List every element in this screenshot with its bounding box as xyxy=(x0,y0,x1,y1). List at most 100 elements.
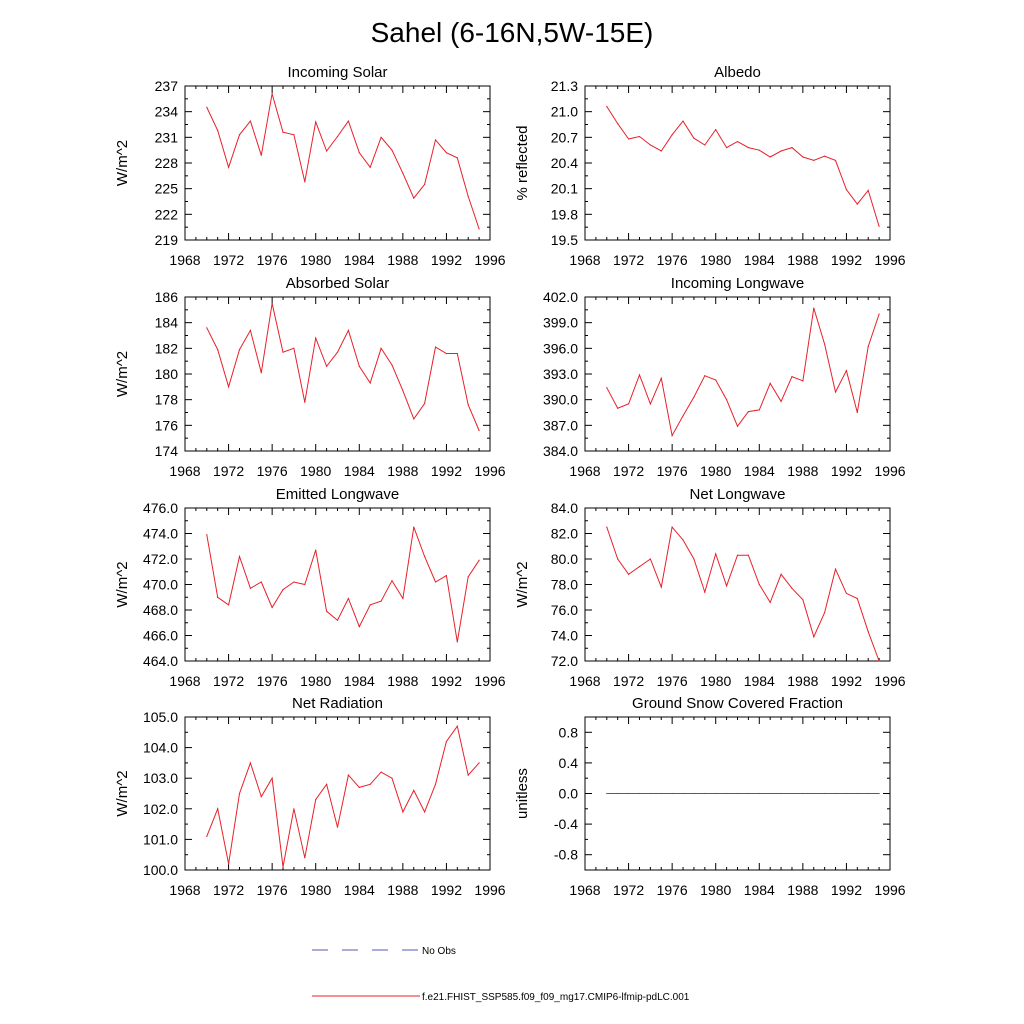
data-point xyxy=(671,134,673,136)
data-point xyxy=(617,407,619,409)
series-line xyxy=(606,307,880,438)
y-tick-label: 474.0 xyxy=(143,526,178,542)
x-tick-label: 1984 xyxy=(344,673,375,689)
data-point xyxy=(726,399,728,401)
data-point xyxy=(478,559,480,561)
data-point xyxy=(347,120,349,122)
data-point xyxy=(369,382,371,384)
data-point xyxy=(682,415,684,417)
y-tick-label: -0.8 xyxy=(554,847,578,863)
x-tick-label: 1968 xyxy=(169,673,200,689)
data-point xyxy=(413,526,415,528)
data-point xyxy=(856,597,858,600)
data-point xyxy=(715,553,717,555)
y-tick-label: 186 xyxy=(155,289,179,305)
panel-title: Ground Snow Covered Fraction xyxy=(632,695,843,712)
data-point xyxy=(769,382,771,385)
x-tick-label: 1980 xyxy=(700,252,731,268)
y-tick-label: 472.0 xyxy=(143,551,178,567)
data-point xyxy=(813,307,815,309)
y-tick-label: 176 xyxy=(155,417,179,433)
data-point xyxy=(878,660,880,662)
data-point xyxy=(402,597,404,600)
data-point xyxy=(282,131,284,133)
y-tick-label: 104.0 xyxy=(143,740,178,756)
data-point xyxy=(413,418,415,420)
x-tick-label: 1976 xyxy=(657,673,688,689)
y-tick-label: 174 xyxy=(155,443,179,459)
data-point xyxy=(660,150,662,152)
data-point xyxy=(736,554,739,556)
data-point xyxy=(878,313,880,315)
data-point xyxy=(627,403,630,405)
x-tick-label: 1976 xyxy=(657,463,688,479)
data-point xyxy=(736,792,739,795)
data-point xyxy=(271,302,273,305)
data-point xyxy=(845,592,848,595)
data-point xyxy=(336,135,339,138)
data-point xyxy=(878,792,880,795)
chart-panel-4: Incoming Longwave 1968 1972 1976 1980 1984 198… xyxy=(543,275,906,479)
legend: No Obs f.e21.FHIST_SSP585.f09_f09_mg17.C… xyxy=(312,946,690,1003)
data-point xyxy=(445,352,448,355)
panel-title: Incoming Longwave xyxy=(671,275,804,292)
y-axis-label: W/m^2 xyxy=(114,351,131,397)
data-point xyxy=(791,375,793,378)
y-tick-label: 20.4 xyxy=(551,155,578,171)
y-tick-label: 105.0 xyxy=(143,709,178,725)
x-tick-label: 1976 xyxy=(257,673,288,689)
y-tick-label: 470.0 xyxy=(143,577,178,593)
data-point xyxy=(627,573,630,575)
data-point xyxy=(747,411,749,413)
data-point xyxy=(693,137,695,139)
data-point xyxy=(726,792,728,795)
data-point xyxy=(813,636,815,638)
data-point xyxy=(456,725,458,727)
y-tick-label: 225 xyxy=(155,181,179,197)
data-point xyxy=(704,144,706,146)
data-point xyxy=(456,352,458,355)
x-tick-label: 1972 xyxy=(213,882,244,898)
data-point xyxy=(358,786,360,788)
data-point xyxy=(424,811,426,813)
x-tick-label: 1984 xyxy=(344,463,375,479)
series-line xyxy=(206,724,480,867)
data-point xyxy=(391,364,393,366)
data-point xyxy=(249,120,251,122)
legend-model-label: f.e21.FHIST_SSP585.f09_f09_mg17.CMIP6-lf… xyxy=(422,992,690,1003)
y-tick-label: 228 xyxy=(155,155,179,171)
data-point xyxy=(845,369,848,372)
data-point xyxy=(834,159,837,162)
data-point xyxy=(380,600,382,602)
x-tick-label: 1996 xyxy=(474,673,505,689)
y-tick-label: 100.0 xyxy=(143,862,178,878)
x-tick-label: 1984 xyxy=(744,882,775,898)
x-tick-label: 1972 xyxy=(613,882,644,898)
data-point xyxy=(627,792,630,795)
data-point xyxy=(336,826,339,828)
x-tick-label: 1972 xyxy=(613,673,644,689)
series-line xyxy=(206,526,480,642)
x-tick-label: 1988 xyxy=(787,673,818,689)
y-tick-label: 222 xyxy=(155,206,179,222)
x-tick-label: 1972 xyxy=(213,252,244,268)
data-point xyxy=(217,596,219,598)
chart-panel-5: Emitted Longwave W/m^2 1968 1972 1976 1980 198… xyxy=(114,486,506,689)
data-point xyxy=(456,641,458,643)
data-point xyxy=(217,129,219,132)
data-point xyxy=(478,762,480,764)
data-point xyxy=(249,329,251,331)
y-tick-label: 399.0 xyxy=(543,315,578,331)
data-point xyxy=(649,792,651,795)
x-tick-label: 1968 xyxy=(569,252,600,268)
data-point xyxy=(726,147,728,149)
data-point xyxy=(347,774,349,776)
data-point xyxy=(402,811,404,813)
data-point xyxy=(834,792,837,795)
x-tick-label: 1996 xyxy=(474,252,505,268)
x-tick-label: 1996 xyxy=(874,463,905,479)
data-point xyxy=(380,771,382,773)
x-tick-label: 1992 xyxy=(831,673,862,689)
x-tick-label: 1988 xyxy=(387,463,418,479)
data-point xyxy=(834,391,837,393)
